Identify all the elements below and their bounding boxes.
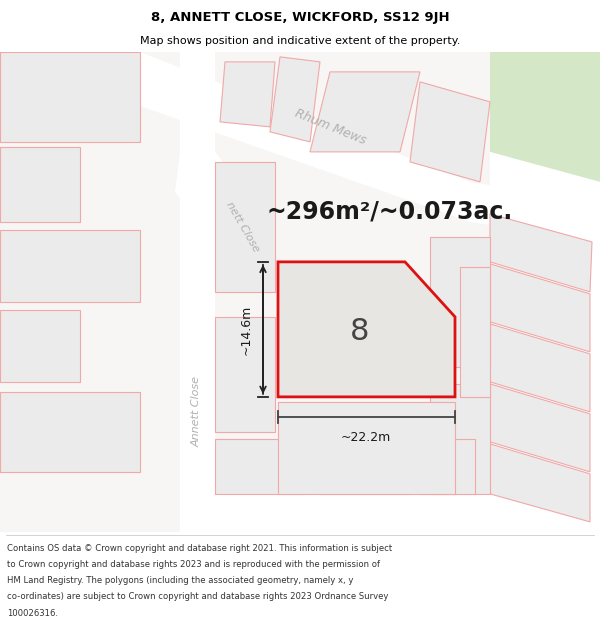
Text: HM Land Registry. The polygons (including the associated geometry, namely x, y: HM Land Registry. The polygons (includin… [7, 576, 353, 585]
Bar [320, 439, 410, 494]
Bar [0, 310, 80, 382]
Text: ~14.6m: ~14.6m [240, 305, 253, 355]
Bar [460, 267, 490, 397]
Bar [0, 52, 140, 142]
Bar [215, 317, 275, 432]
Polygon shape [175, 152, 270, 262]
Text: Contains OS data © Crown copyright and database right 2021. This information is : Contains OS data © Crown copyright and d… [7, 544, 392, 552]
Polygon shape [180, 52, 215, 532]
Bar [420, 439, 475, 494]
Bar [278, 402, 455, 494]
Text: co-ordinates) are subject to Crown copyright and database rights 2023 Ordnance S: co-ordinates) are subject to Crown copyr… [7, 592, 389, 601]
Polygon shape [310, 72, 420, 152]
Text: Annett Close: Annett Close [192, 376, 202, 448]
Text: ~22.2m: ~22.2m [341, 431, 391, 444]
Polygon shape [410, 82, 490, 182]
Polygon shape [490, 264, 590, 352]
Bar [430, 237, 490, 367]
Text: 8: 8 [350, 318, 370, 346]
Text: Map shows position and indicative extent of the property.: Map shows position and indicative extent… [140, 36, 460, 46]
Polygon shape [490, 384, 590, 472]
Bar [180, 494, 600, 532]
Text: 8, ANNETT CLOSE, WICKFORD, SS12 9JH: 8, ANNETT CLOSE, WICKFORD, SS12 9JH [151, 11, 449, 24]
Polygon shape [278, 262, 455, 397]
Text: Rhum Mews: Rhum Mews [292, 107, 368, 147]
Text: nett Close: nett Close [224, 200, 262, 254]
Text: 100026316.: 100026316. [7, 609, 58, 618]
Bar [490, 52, 600, 532]
Bar [430, 384, 490, 494]
Text: to Crown copyright and database rights 2023 and is reproduced with the permissio: to Crown copyright and database rights 2… [7, 560, 380, 569]
Bar [0, 147, 80, 222]
Bar [215, 439, 305, 494]
Polygon shape [100, 52, 600, 242]
Polygon shape [220, 62, 275, 127]
Bar [0, 230, 140, 302]
Polygon shape [270, 57, 320, 142]
Polygon shape [490, 444, 590, 522]
Bar [215, 162, 275, 292]
Text: ~296m²/~0.073ac.: ~296m²/~0.073ac. [267, 200, 513, 224]
Polygon shape [490, 214, 592, 292]
Polygon shape [490, 324, 590, 412]
Bar [0, 392, 140, 472]
Polygon shape [490, 52, 600, 182]
